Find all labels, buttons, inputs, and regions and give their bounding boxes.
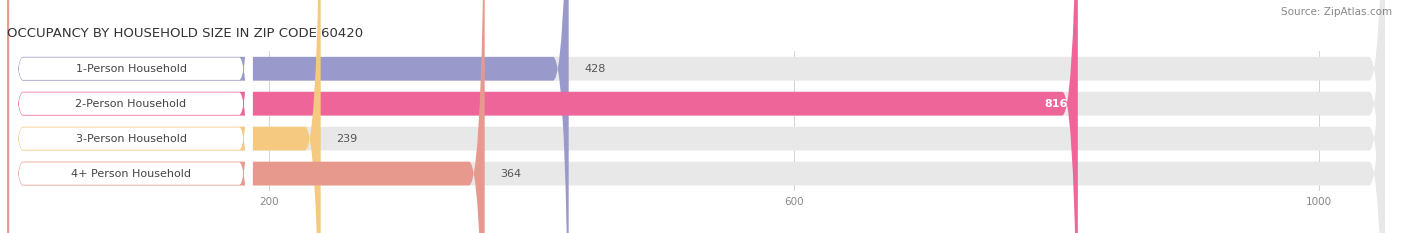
Text: OCCUPANCY BY HOUSEHOLD SIZE IN ZIP CODE 60420: OCCUPANCY BY HOUSEHOLD SIZE IN ZIP CODE …	[7, 27, 363, 40]
Text: 4+ Person Household: 4+ Person Household	[72, 169, 191, 178]
FancyBboxPatch shape	[7, 0, 1385, 233]
FancyBboxPatch shape	[10, 0, 253, 233]
Text: 3-Person Household: 3-Person Household	[76, 134, 187, 144]
Text: 364: 364	[501, 169, 522, 178]
FancyBboxPatch shape	[7, 0, 568, 233]
FancyBboxPatch shape	[7, 0, 1078, 233]
FancyBboxPatch shape	[10, 0, 253, 233]
Text: Source: ZipAtlas.com: Source: ZipAtlas.com	[1281, 7, 1392, 17]
Text: 428: 428	[585, 64, 606, 74]
FancyBboxPatch shape	[7, 0, 321, 233]
FancyBboxPatch shape	[7, 0, 1385, 233]
Text: 816: 816	[1045, 99, 1067, 109]
FancyBboxPatch shape	[10, 0, 253, 233]
Text: 239: 239	[336, 134, 357, 144]
FancyBboxPatch shape	[10, 0, 253, 233]
Text: 1-Person Household: 1-Person Household	[76, 64, 187, 74]
Text: 2-Person Household: 2-Person Household	[76, 99, 187, 109]
FancyBboxPatch shape	[7, 0, 1385, 233]
FancyBboxPatch shape	[7, 0, 1385, 233]
FancyBboxPatch shape	[7, 0, 485, 233]
